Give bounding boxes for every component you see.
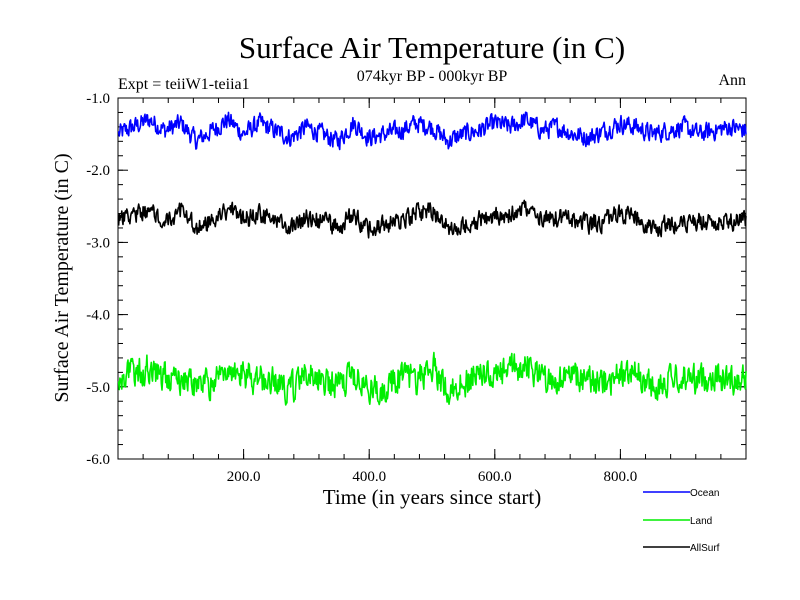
- series-line-ocean: [117, 111, 747, 151]
- plot-frame: [117, 97, 747, 460]
- y-axis: -1.0 -2.0 -3.0 -4.0 -5.0 -6.0: [86, 91, 746, 468]
- y-tick-label: -5.0: [86, 380, 110, 396]
- series-line-allsurf: [117, 199, 747, 239]
- series-line-land: [117, 351, 747, 406]
- legend-label-land: Land: [690, 516, 712, 527]
- legend: Ocean Land AllSurf: [643, 488, 720, 554]
- x-tick-label: 600.0: [478, 469, 512, 485]
- legend-label-allsurf: AllSurf: [690, 543, 720, 554]
- legend-label-ocean: Ocean: [690, 488, 719, 499]
- season-label: Ann: [718, 72, 746, 89]
- x-axis-label: Time (in years since start): [323, 485, 542, 509]
- y-tick-label: -4.0: [86, 308, 110, 324]
- chart-title: Surface Air Temperature (in C): [239, 30, 625, 65]
- x-tick-label: 200.0: [227, 469, 261, 485]
- x-tick-label: 400.0: [352, 469, 386, 485]
- y-tick-label: -2.0: [86, 163, 110, 179]
- y-axis-label: Surface Air Temperature (in C): [51, 153, 73, 402]
- series-lines: [117, 111, 747, 406]
- chart-subtitle: 074kyr BP - 000kyr BP: [357, 68, 508, 85]
- x-axis: 200.0 400.0 600.0 800.0: [142, 98, 722, 485]
- y-tick-label: -3.0: [86, 235, 110, 251]
- y-tick-label: -6.0: [86, 452, 110, 468]
- experiment-label: Expt = teiiW1-teiia1: [118, 76, 250, 93]
- y-tick-label: -1.0: [86, 91, 110, 107]
- x-tick-label: 800.0: [604, 469, 638, 485]
